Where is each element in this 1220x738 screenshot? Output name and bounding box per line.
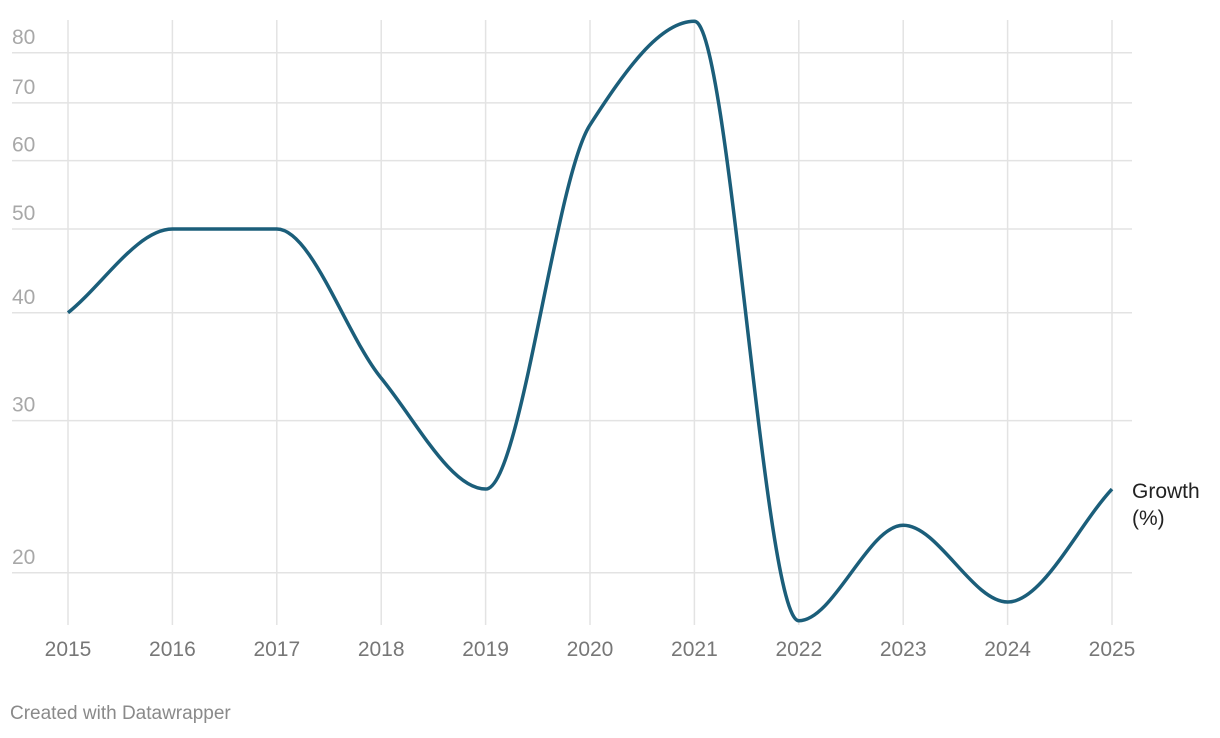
x-tick-label: 2017 [253,638,300,661]
x-tick-label: 2021 [671,638,718,661]
x-tick-label: 2016 [149,638,196,661]
x-tick-label: 2019 [462,638,509,661]
y-tick-label: 70 [12,76,35,99]
y-tick-label: 20 [12,546,35,569]
x-tick-label: 2025 [1089,638,1136,661]
x-tick-label: 2022 [775,638,822,661]
y-tick-label: 40 [12,286,35,309]
line [66,19,1114,623]
y-tick-label: 30 [12,394,35,417]
y-tick-label: 80 [12,26,35,49]
x-tick-label: 2023 [880,638,927,661]
y-tick-label: 50 [12,202,35,225]
x-tick-label: 2015 [45,638,92,661]
y-tick-label: 60 [12,134,35,157]
x-tick-label: 2018 [358,638,405,661]
series-label: Growth (%) [1132,480,1200,530]
x-tick-label: 2024 [984,638,1031,661]
credit: Created with Datawrapper [10,703,231,724]
x-tick-label: 2020 [567,638,614,661]
